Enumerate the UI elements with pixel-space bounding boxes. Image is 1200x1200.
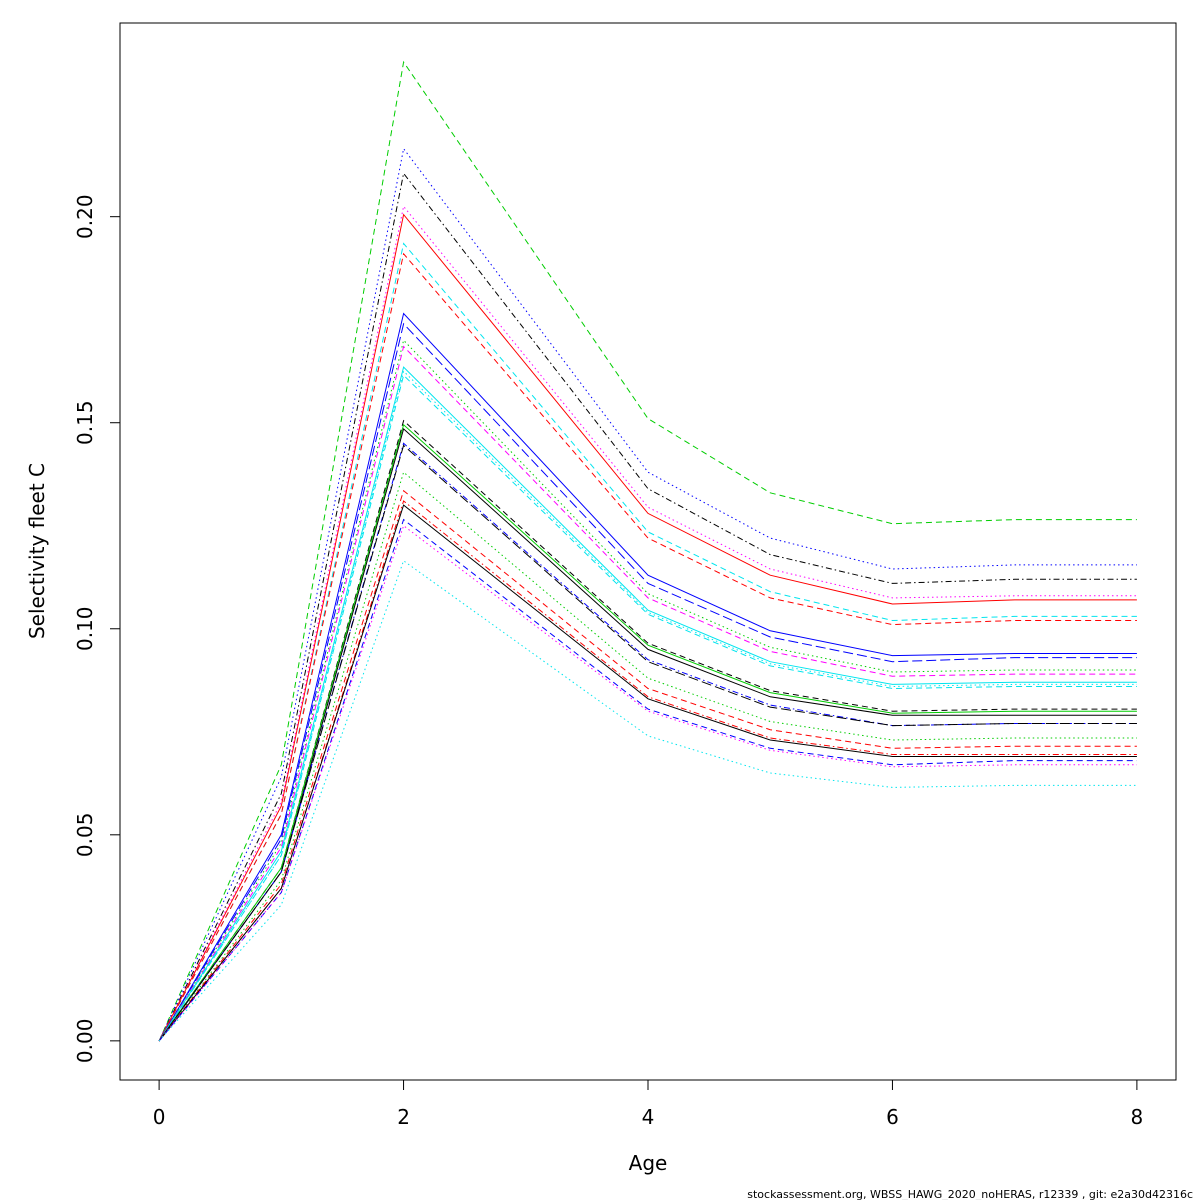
x-axis-label: Age — [629, 1151, 668, 1175]
y-tick-label-4: 0.20 — [73, 194, 97, 239]
x-axis: 0 2 4 6 8 — [153, 1079, 1144, 1129]
y-tick-label-1: 0.05 — [73, 813, 97, 858]
x-tick-label-2: 4 — [642, 1105, 655, 1129]
y-tick-label-0: 0.00 — [73, 1019, 97, 1064]
series-line-6 — [158, 242, 1137, 1042]
x-tick-label-1: 2 — [397, 1105, 410, 1129]
series-line-19 — [158, 444, 1137, 1042]
y-tick-label-2: 0.10 — [73, 607, 97, 652]
series-line-4 — [158, 205, 1137, 1042]
series-line-5 — [158, 213, 1137, 1042]
footer-text: stockassessment.org, WBSS_HAWG_2020_noHE… — [747, 1188, 1193, 1200]
x-tick-label-3: 6 — [886, 1105, 899, 1129]
series-line-10 — [158, 339, 1137, 1042]
series-line-17 — [158, 427, 1137, 1042]
series-line-11 — [158, 345, 1137, 1042]
series-line-21 — [158, 489, 1137, 1042]
plot-frame — [119, 22, 1177, 1081]
series-line-15 — [158, 419, 1137, 1042]
series-line-22 — [158, 500, 1137, 1042]
y-tick-label-3: 0.15 — [73, 400, 97, 445]
x-tick-label-0: 0 — [153, 1105, 166, 1129]
series-line-7 — [158, 252, 1137, 1042]
series-line-1 — [158, 60, 1137, 1042]
series-line-9 — [158, 322, 1137, 1042]
y-axis-label: Selectivity fleet C — [25, 463, 49, 639]
series-line-13 — [158, 370, 1137, 1042]
series-line-3 — [158, 172, 1137, 1042]
series-line-26 — [158, 560, 1137, 1042]
x-tick-label-4: 8 — [1131, 1105, 1144, 1129]
series-line-14 — [158, 374, 1137, 1042]
y-axis: 0.00 0.05 0.10 0.15 0.20 — [73, 194, 121, 1064]
series-line-23 — [158, 504, 1137, 1042]
series-line-25 — [158, 524, 1137, 1042]
series-line-16 — [158, 423, 1137, 1042]
series-line-18 — [158, 442, 1137, 1042]
series-line-8 — [158, 312, 1137, 1042]
series-line-2 — [158, 147, 1137, 1042]
series-layer — [158, 60, 1137, 1042]
series-line-12 — [158, 366, 1137, 1042]
